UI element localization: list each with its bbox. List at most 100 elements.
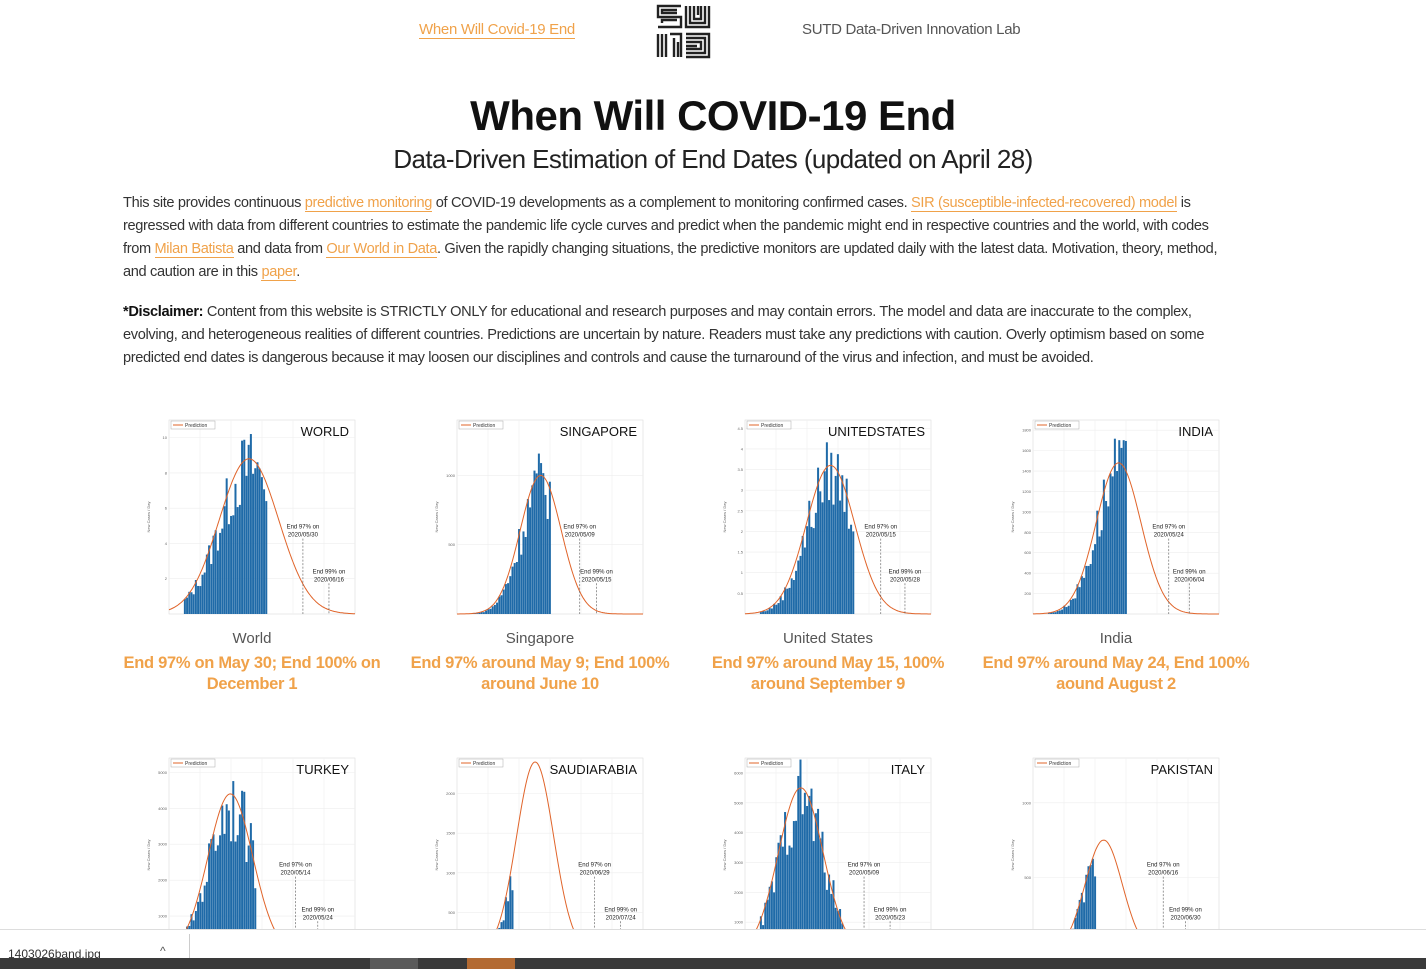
end-date-prediction[interactable]: End 97% around May 15, 100% around Septe… — [711, 654, 945, 693]
bar — [242, 791, 245, 952]
sutd-logo[interactable] — [655, 3, 712, 59]
country-chart: 0.5 1 1.5 2 2.5 3 3.5 4 4.5 New Cases / Day End 97… — [722, 419, 931, 615]
legend-label: Prediction — [473, 423, 495, 429]
y-axis-label: New Cases / Day — [434, 840, 439, 871]
bar — [783, 812, 786, 952]
predictive-monitoring-link[interactable]: predictive monitoring — [304, 195, 433, 212]
y-tick-label: 6 — [164, 506, 167, 511]
end-marker-date: 2020/05/14 — [280, 871, 311, 877]
legend-box — [458, 758, 503, 768]
chevron-up-icon[interactable]: ^ — [160, 944, 166, 958]
end-marker-date: 2020/05/24 — [302, 915, 333, 921]
milan-batista-link[interactable]: Milan Batista — [154, 241, 234, 258]
bar — [218, 835, 221, 952]
intro-text: . — [296, 264, 300, 280]
bar — [238, 814, 241, 952]
y-tick-label: 2000 — [158, 878, 168, 883]
bar — [240, 440, 243, 614]
country-card[interactable]: 0.5 1 1.5 2 2.5 3 3.5 4 4.5 New Cases / Day End 97… — [684, 414, 972, 695]
country-card[interactable]: 1000 2000 3000 4000 5000 6000 New Cases / Day E… — [684, 752, 972, 954]
bar — [1069, 599, 1072, 614]
country-card[interactable]: 500 1000 1500 2000 New Cases / Day End 97% on… — [396, 752, 684, 954]
end-date-prediction[interactable]: End 97% around May 24, End 100% aound Au… — [982, 654, 1250, 693]
bar — [803, 547, 806, 614]
bar — [1067, 605, 1070, 614]
y-tick-label: 4000 — [734, 830, 744, 835]
y-tick-label: 0.5 — [737, 591, 743, 596]
bar — [247, 845, 250, 952]
country-card[interactable]: 1000 2000 3000 4000 5000 New Cases / Day End 9… — [108, 752, 396, 954]
taskbar-app-active[interactable] — [370, 958, 418, 969]
y-tick-label: 5000 — [158, 770, 168, 775]
download-bar: 1403026band.jpg ^ — [0, 929, 1426, 961]
y-tick-label: 4 — [740, 446, 743, 451]
bar — [491, 606, 494, 614]
bar — [535, 473, 538, 614]
bar — [816, 467, 819, 614]
bar — [238, 504, 241, 614]
bar — [251, 840, 254, 952]
lab-link[interactable]: SUTD Data-Driven Innovation Lab — [802, 21, 1021, 38]
country-card[interactable]: 2 4 6 8 10 New Cases / Day End 97% on 2020/05/3… — [108, 414, 396, 695]
bar — [205, 554, 208, 614]
bar — [543, 494, 546, 614]
bar — [783, 587, 786, 614]
bar — [1086, 866, 1089, 952]
bar — [763, 611, 766, 614]
bar — [827, 500, 830, 614]
bar — [205, 881, 208, 952]
taskbar-app-highlight[interactable] — [467, 958, 515, 969]
bar — [244, 861, 247, 952]
bar — [236, 507, 239, 614]
end-marker-date: 2020/07/24 — [605, 915, 636, 921]
end-marker-date: 2020/05/23 — [875, 915, 906, 921]
chart-title: ITALY — [890, 762, 925, 777]
y-axis-label: New Cases / Day — [146, 502, 151, 533]
legend-label: Prediction — [761, 423, 783, 429]
end-date-prediction[interactable]: End 97% around May 9; End 100% around Ju… — [410, 654, 670, 693]
bar — [200, 901, 203, 952]
country-card[interactable]: 200 400 600 800 1000 1200 1400 1600 1800 New Case… — [972, 414, 1260, 695]
paper-link[interactable]: paper — [261, 264, 297, 281]
disclaimer-text: Content from this website is STRICTLY ON… — [123, 304, 1205, 366]
sir-model-link[interactable]: SIR (susceptible-infected-recovered) mod… — [911, 195, 1177, 212]
bar — [220, 528, 223, 614]
end-marker-date: 2020/06/04 — [1174, 577, 1205, 583]
end-marker-label: End 97% on — [563, 525, 596, 531]
bar — [1093, 544, 1096, 614]
page-subtitle: Data-Driven Estimation of End Dates (upd… — [393, 144, 1033, 174]
bar — [1122, 440, 1125, 614]
country-card[interactable]: 500 1000 New Cases / Day End 97% on 2020/05/… — [396, 414, 684, 695]
legend-label: Prediction — [185, 761, 207, 767]
our-world-in-data-link[interactable]: Our World in Data — [326, 241, 437, 258]
bar — [1082, 902, 1085, 952]
bar — [475, 613, 478, 614]
bar — [260, 477, 263, 614]
country-card[interactable]: 500 1000 New Cases / Day End 97% on 2020/06/… — [972, 752, 1260, 954]
bar — [829, 452, 832, 614]
bar — [233, 841, 236, 952]
bar — [528, 507, 531, 614]
bar — [814, 813, 817, 952]
bar — [1093, 876, 1096, 952]
bar — [1100, 530, 1103, 614]
bar — [1102, 479, 1105, 614]
y-tick-label: 1000 — [1022, 509, 1032, 514]
bar — [779, 835, 782, 952]
bar — [539, 463, 542, 614]
end-date-prediction[interactable]: End 97% on May 30; End 100% on December … — [123, 654, 381, 693]
home-link[interactable]: When Will Covid-19 End — [419, 21, 575, 39]
bar — [537, 453, 540, 614]
y-tick-label: 2 — [164, 576, 167, 581]
bar — [497, 596, 500, 614]
legend-box — [746, 758, 791, 768]
bar — [541, 473, 544, 614]
bar — [222, 833, 225, 952]
end-marker-label: End 97% on — [279, 863, 312, 869]
bar — [831, 880, 834, 952]
downloaded-file[interactable]: 1403026band.jpg — [8, 947, 101, 961]
y-tick-label: 800 — [1024, 530, 1031, 535]
legend-label: Prediction — [1049, 761, 1071, 767]
bar — [502, 589, 505, 614]
bar — [836, 454, 839, 614]
